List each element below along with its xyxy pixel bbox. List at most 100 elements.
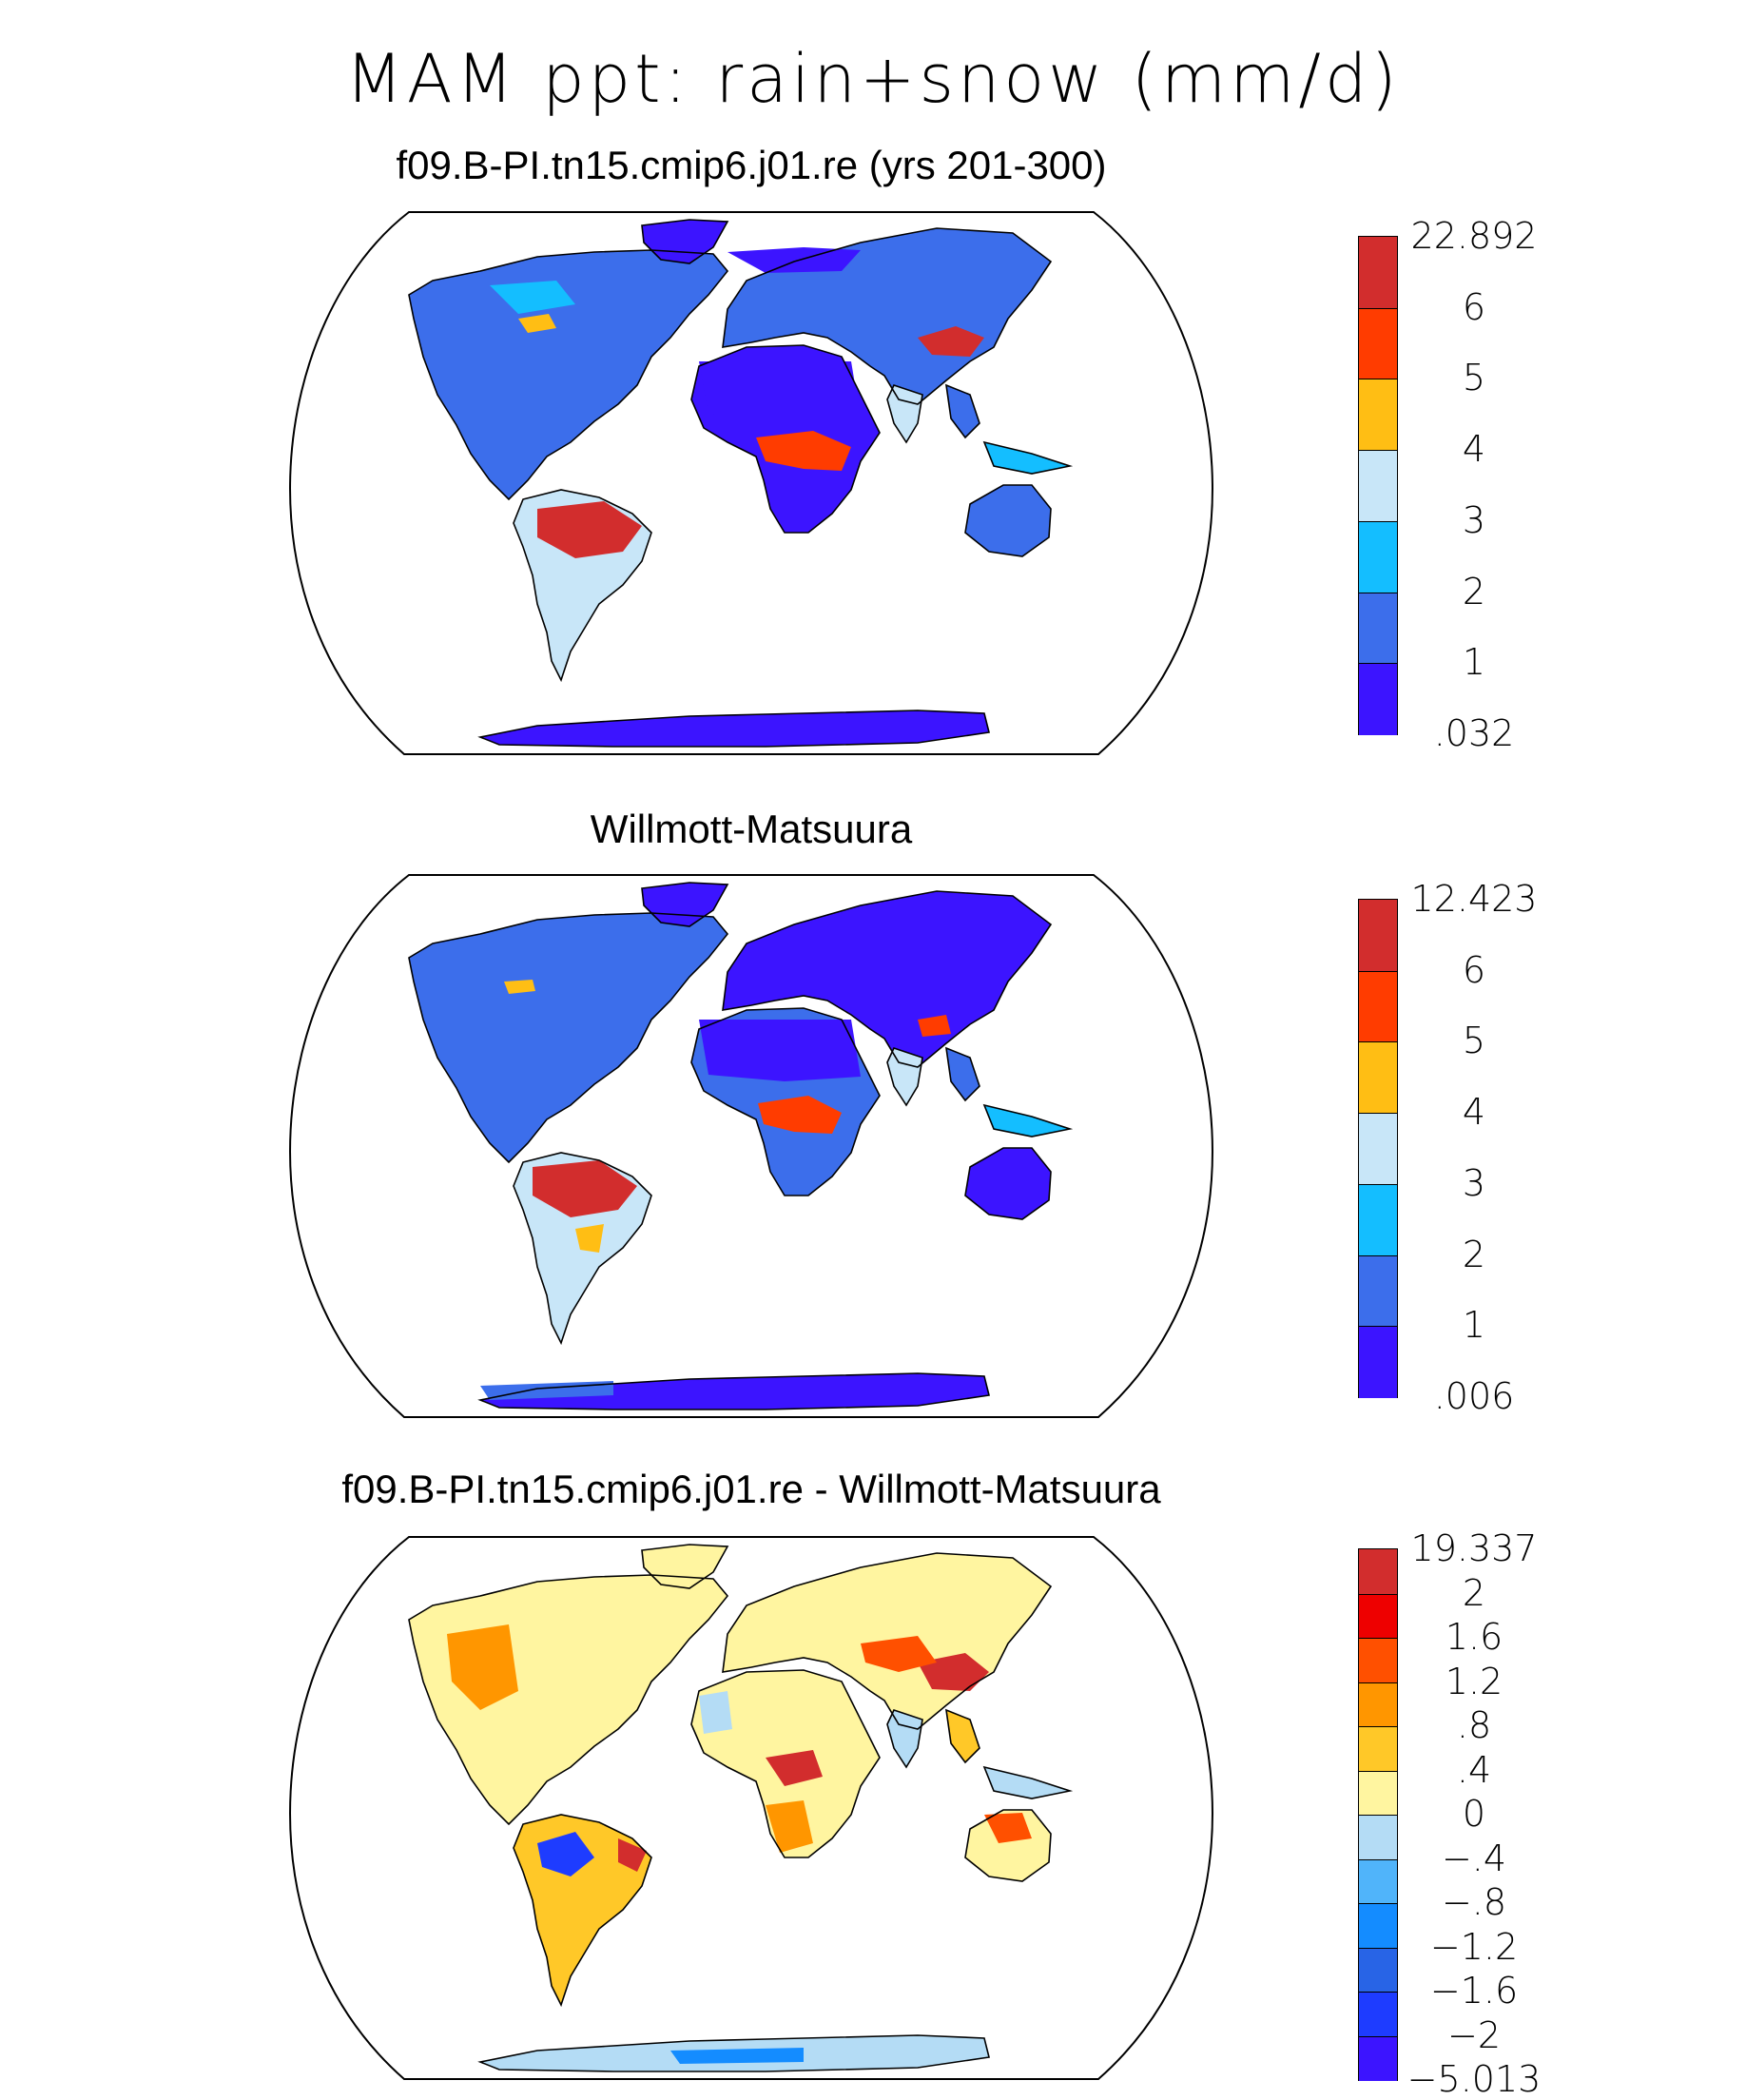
map-diff: [289, 1536, 1213, 2080]
map-model: [289, 211, 1213, 755]
colorbar-tick-label: 1.2: [1445, 1660, 1504, 1702]
panel-title-obs: Willmott-Matsuura: [590, 807, 913, 851]
colorbar-tick-label: 0: [1462, 1793, 1486, 1835]
coastline: [477, 1372, 990, 1410]
colorbar-labels-model: 22.892 6 5 4 3 2 1 .032: [1398, 215, 1560, 754]
land-eurasia: [723, 228, 1051, 404]
colorbar-swatch: [1359, 1041, 1397, 1115]
colorbar-tick-label: 3: [1462, 1161, 1486, 1204]
coastline: [408, 912, 729, 1164]
land-seasia: [946, 1710, 980, 1762]
colorbar-swatch: [1359, 900, 1397, 971]
coastline: [886, 1047, 923, 1107]
colorbar-tick-label: 2: [1462, 570, 1486, 612]
precip-region: [861, 1636, 937, 1672]
land-australia: [965, 1148, 1051, 1219]
land-seasia: [946, 385, 980, 438]
coastline: [886, 384, 923, 444]
coastline: [641, 219, 729, 264]
coastline: [982, 1103, 1074, 1138]
coastline: [964, 1809, 1052, 1882]
coastline: [722, 890, 1053, 1068]
panel-title-diff: f09.B-PI.tn15.cmip6.j01.re - Willmott-Ma…: [341, 1467, 1161, 1511]
land-greenland: [642, 1545, 728, 1588]
coastline: [982, 440, 1074, 475]
precip-region: [533, 1160, 637, 1217]
colorbar-swatch: [1359, 1726, 1397, 1772]
map-outline: [289, 211, 1213, 755]
colorbar-swatch: [1359, 592, 1397, 665]
precip-region: [575, 1224, 604, 1253]
land-indonesia: [984, 1105, 1070, 1137]
colorbar-tick-label: 4: [1462, 1091, 1486, 1134]
land-greenland: [642, 883, 728, 926]
coastline: [690, 1007, 881, 1196]
colorbar-tick-label: −.4: [1441, 1837, 1507, 1879]
precip-region: [918, 1015, 951, 1037]
colorbar-tick-label: 2: [1462, 1571, 1486, 1614]
colorbar-tick-label: 3: [1462, 498, 1486, 541]
colorbar-tick-label: 4: [1462, 428, 1486, 471]
colorbar-tick-label: 6: [1462, 948, 1486, 991]
colorbar-tick-label: 5: [1462, 1020, 1486, 1062]
land-india: [887, 1048, 922, 1105]
colorbar-tick-label: .8: [1456, 1704, 1492, 1746]
colorbar-tick-label: .032: [1433, 712, 1515, 754]
colorbar-tick-label: −1.2: [1429, 1925, 1519, 1968]
precip-region: [758, 1096, 842, 1134]
precip-region: [618, 1838, 647, 1872]
land-namerica: [409, 913, 728, 1162]
land-india: [887, 385, 922, 442]
precip-region: [699, 1020, 861, 1081]
colorbar-swatch: [1359, 1682, 1397, 1727]
precip-region: [537, 1832, 594, 1876]
colorbar-swatch: [1359, 1770, 1397, 1816]
coastline: [722, 1552, 1053, 1730]
coastline: [945, 383, 980, 439]
precip-region: [699, 1691, 732, 1734]
coastline: [945, 1708, 980, 1764]
coastline: [408, 1574, 729, 1826]
colorbar-swatch: [1359, 1254, 1397, 1328]
coastline: [690, 1669, 881, 1858]
colorbar-obs: [1358, 899, 1398, 1398]
coastline: [982, 1765, 1074, 1799]
colorbar-tick-label: .4: [1456, 1748, 1492, 1791]
coastline: [945, 1046, 980, 1102]
colorbar-model: [1358, 236, 1398, 735]
precip-region: [504, 980, 535, 994]
colorbar-tick-label: 12.423: [1410, 878, 1538, 920]
colorbar-swatch: [1359, 379, 1397, 452]
colorbar-tick-label: −.8: [1441, 1881, 1507, 1923]
map-outline: [289, 874, 1213, 1418]
colorbar-labels-obs: 12.423 6 5 4 3 2 1 .006: [1398, 878, 1560, 1417]
colorbar-tick-label: −1.6: [1429, 1970, 1519, 2012]
map-outline: [289, 1536, 1213, 2080]
colorbar-diff: [1358, 1548, 1398, 2081]
colorbar-swatch: [1359, 1858, 1397, 1904]
colorbar-tick-label: 1: [1462, 1304, 1486, 1347]
land-indonesia: [984, 442, 1070, 474]
precip-region: [537, 501, 642, 558]
coastline: [513, 489, 652, 683]
colorbar-swatch: [1359, 970, 1397, 1043]
colorbar-swatch: [1359, 1903, 1397, 1949]
colorbar-tick-label: 5: [1462, 357, 1486, 399]
colorbar-swatch: [1359, 1593, 1397, 1639]
precip-region: [699, 361, 861, 421]
colorbar-swatch: [1359, 1183, 1397, 1256]
colorbar-swatch: [1359, 1815, 1397, 1860]
colorbar-swatch: [1359, 237, 1397, 308]
precip-region: [447, 1624, 518, 1710]
precip-region: [728, 247, 861, 273]
colorbar-tick-label: 22.892: [1410, 215, 1538, 257]
coastline: [513, 1152, 652, 1346]
colorbar-swatch: [1359, 1113, 1397, 1185]
colorbar-swatch: [1359, 307, 1397, 380]
colorbar-tick-label: .006: [1433, 1375, 1515, 1417]
land-antarctica: [480, 1373, 989, 1410]
coastline: [690, 344, 881, 534]
colorbar-tick-label: −2: [1446, 2013, 1502, 2056]
colorbar-tick-label: −5.013: [1406, 2058, 1542, 2100]
land-greenland: [642, 220, 728, 263]
